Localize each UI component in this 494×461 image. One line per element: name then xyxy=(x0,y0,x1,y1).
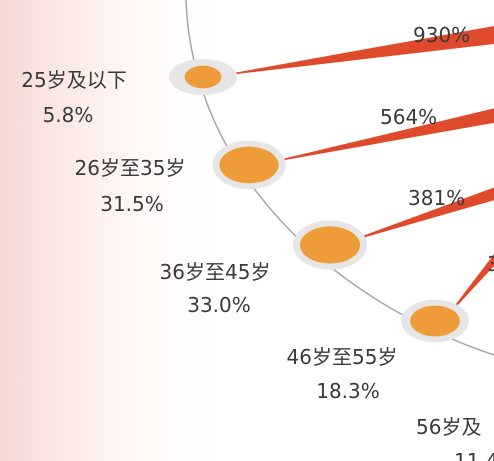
growth-wedge xyxy=(443,254,494,321)
category-label: 46岁至55岁 xyxy=(287,345,398,369)
growth-label: 3 xyxy=(487,252,494,276)
growth-label: 381% xyxy=(408,186,465,210)
growth-label: 930% xyxy=(413,23,470,47)
growth-wedge xyxy=(338,187,494,245)
category-label: 56岁及 xyxy=(416,415,481,439)
share-labels: 5.8% 31.5% 33.0% 18.3% 11.4 xyxy=(43,103,494,461)
share-bubble xyxy=(184,65,222,89)
growth-label: 564% xyxy=(380,105,437,129)
share-label: 33.0% xyxy=(187,293,251,317)
share-bubble xyxy=(300,226,360,264)
category-labels: 25岁及以下 26岁至35岁 36岁至45岁 46岁至55岁 56岁及 xyxy=(21,68,481,439)
category-label: 25岁及以下 xyxy=(21,68,126,92)
category-label: 36岁至45岁 xyxy=(160,260,271,284)
share-bubble xyxy=(219,146,279,184)
share-label: 31.5% xyxy=(100,192,164,216)
share-label: 18.3% xyxy=(316,379,380,403)
share-label: 5.8% xyxy=(43,103,94,127)
category-label: 26岁至35岁 xyxy=(75,156,186,180)
growth-wedge xyxy=(211,26,494,77)
growth-labels: 930% 564% 381% 3 xyxy=(380,23,494,276)
share-bubble xyxy=(410,305,460,337)
share-label: 11.4 xyxy=(454,449,494,461)
growth-wedge xyxy=(257,108,494,165)
